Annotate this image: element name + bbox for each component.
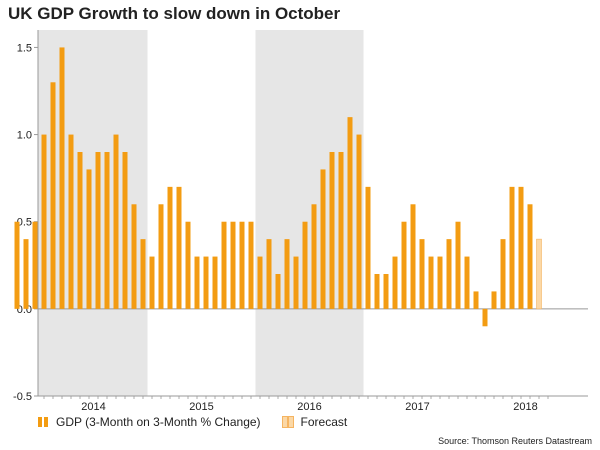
bar-gdp [446,239,452,309]
bar-gdp [131,204,137,309]
bar-gdp [302,221,308,309]
bar-gdp [365,186,371,309]
legend-label-gdp: GDP (3-Month on 3-Month % Change) [56,415,261,429]
swatch-bar [287,416,294,428]
legend-swatch-forecast [281,416,295,428]
bar-gdp [356,134,362,309]
bar-gdp [167,186,173,309]
bar-gdp [464,256,470,309]
bar-gdp [77,152,83,309]
bar-gdp [428,256,434,309]
bar-gdp [266,239,272,309]
bar-gdp [194,256,200,309]
bar-gdp [491,291,497,309]
y-tick-label: -0.5 [13,391,32,403]
bar-gdp [185,221,191,309]
swatch-bar [44,417,48,427]
x-tick-label: 2014 [81,401,105,413]
bar-gdp [311,204,317,309]
y-tick-label: 0.5 [17,217,32,229]
bar-gdp [401,221,407,309]
bar-gdp [527,204,533,309]
bar-gdp [32,221,38,309]
legend-item-forecast: Forecast [281,415,348,429]
bar-gdp [374,274,380,309]
bar-gdp [113,134,119,309]
bar-gdp [41,134,47,309]
y-tick-label: 1.0 [17,130,32,142]
bar-gdp [149,256,155,309]
swatch-bar [281,416,288,428]
swatch-bar [38,417,42,427]
shaded-band-2016 [255,30,364,396]
legend-item-gdp: GDP (3-Month on 3-Month % Change) [38,415,261,429]
x-tick-label: 2018 [513,401,537,413]
bar-forecast [536,238,542,310]
bar-gdp [23,239,29,309]
bar-gdp [140,239,146,309]
bar-gdp [176,186,182,309]
chart-legend: GDP (3-Month on 3-Month % Change) Foreca… [38,415,369,429]
bar-gdp [347,117,353,309]
shaded-band-2014 [39,30,148,396]
bar-gdp [248,221,254,309]
bar-gdp [203,256,209,309]
bar-gdp [293,256,299,309]
bar-gdp [383,274,389,309]
bar-gdp [230,221,236,309]
bar-gdp [509,186,515,309]
bar-gdp [392,256,398,309]
x-tick-label: 2016 [297,401,321,413]
bar-gdp [455,221,461,309]
bar-gdp [104,152,110,309]
bar-gdp [239,221,245,309]
bar-gdp [212,256,218,309]
bar-gdp [329,152,335,309]
legend-swatch-gdp [38,417,50,427]
bar-gdp [59,47,65,309]
bar-gdp [284,239,290,309]
x-tick-label: 2015 [189,401,213,413]
bar-gdp [275,274,281,309]
x-tick-label: 2017 [405,401,429,413]
bar-gdp [257,256,263,309]
legend-label-forecast: Forecast [300,415,348,429]
bar-gdp [482,308,488,327]
bar-gdp [518,186,524,309]
bar-gdp [50,82,56,309]
shaded-band-2013 [38,30,40,396]
bar-gdp [500,239,506,309]
bar-gdp [419,239,425,309]
source-note: Source: Thomson Reuters Datastream [438,436,592,446]
bar-gdp [338,152,344,309]
chart-title: UK GDP Growth to slow down in October [8,4,341,23]
bar-gdp [320,169,326,309]
bar-gdp [473,291,479,309]
bar-gdp [95,152,101,309]
bar-gdp [14,221,20,309]
bar-gdp [158,204,164,309]
bar-gdp [122,152,128,309]
bar-gdp [410,204,416,309]
bar-gdp [437,256,443,309]
y-tick-label: 1.5 [17,42,32,54]
bar-gdp [68,134,74,309]
bar-gdp [86,169,92,309]
bar-gdp [221,221,227,309]
